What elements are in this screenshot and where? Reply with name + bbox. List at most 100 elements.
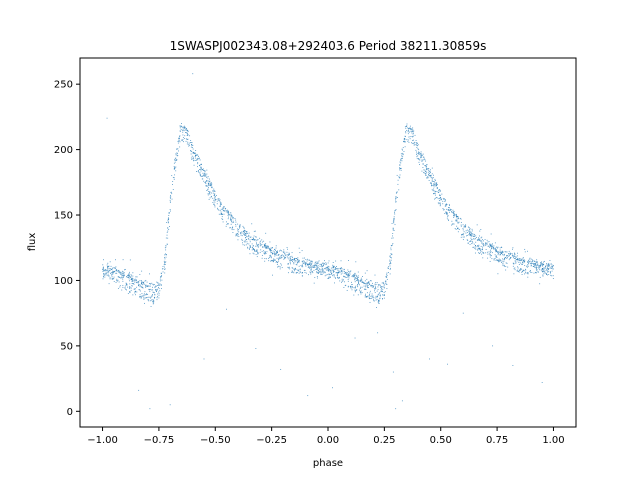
data-point — [424, 171, 426, 172]
data-point — [124, 269, 126, 271]
data-point — [452, 212, 454, 214]
x-tick-label: −0.25 — [256, 435, 287, 446]
data-point — [497, 254, 499, 256]
data-point — [259, 237, 261, 239]
data-point — [453, 210, 455, 212]
data-point — [501, 254, 503, 256]
data-point — [187, 134, 189, 136]
data-point — [431, 173, 433, 175]
data-point — [328, 266, 330, 268]
data-point — [304, 257, 305, 259]
data-point — [390, 249, 392, 251]
data-point — [176, 155, 178, 157]
data-point — [491, 255, 492, 257]
data-point — [366, 282, 368, 284]
data-point — [190, 150, 191, 152]
data-point — [232, 220, 234, 222]
data-point — [460, 221, 462, 223]
data-point — [310, 267, 312, 269]
data-point — [169, 226, 171, 227]
data-point — [397, 183, 399, 185]
data-point — [270, 260, 272, 262]
data-point — [418, 158, 420, 160]
data-point — [496, 251, 498, 253]
data-point — [330, 270, 332, 272]
data-point — [443, 209, 445, 211]
data-point — [509, 257, 511, 259]
data-point — [204, 172, 206, 174]
data-point — [132, 283, 134, 285]
x-tick-label: 0.50 — [430, 435, 452, 446]
data-point — [325, 264, 327, 266]
data-point — [499, 260, 501, 262]
data-point — [523, 260, 524, 262]
data-point — [179, 130, 181, 132]
data-point — [343, 272, 345, 274]
x-tick-label: −0.50 — [200, 435, 231, 446]
data-point — [111, 274, 113, 276]
data-point — [373, 296, 375, 298]
data-point — [352, 287, 354, 289]
data-point — [120, 273, 122, 275]
data-point — [429, 174, 431, 176]
data-point — [138, 284, 139, 286]
data-point — [317, 261, 319, 263]
data-point — [377, 289, 379, 291]
data-point — [528, 262, 530, 264]
data-point — [171, 198, 173, 200]
data-point — [470, 237, 472, 239]
data-point — [349, 275, 350, 277]
data-point — [298, 259, 300, 261]
data-point — [436, 184, 438, 186]
data-point — [446, 213, 448, 215]
data-point — [420, 151, 422, 153]
data-point — [479, 248, 481, 250]
data-point — [227, 212, 229, 214]
data-point — [366, 296, 368, 298]
data-point — [322, 265, 324, 267]
data-point — [388, 272, 389, 273]
data-point — [465, 225, 467, 227]
data-point — [405, 141, 406, 143]
data-point — [524, 248, 526, 250]
data-point — [259, 245, 261, 247]
data-point — [195, 150, 197, 151]
data-point — [432, 190, 434, 192]
data-point — [388, 266, 389, 268]
data-point — [288, 254, 290, 256]
data-point — [477, 239, 479, 240]
data-point — [368, 281, 369, 283]
data-point — [146, 281, 148, 283]
data-point — [329, 277, 331, 278]
data-point — [301, 266, 303, 268]
data-point — [219, 199, 221, 201]
data-point — [330, 267, 332, 269]
data-point — [201, 176, 203, 177]
data-point — [140, 296, 142, 298]
data-point — [230, 219, 231, 221]
data-point — [293, 263, 295, 265]
data-point — [479, 252, 481, 254]
data-point — [458, 228, 460, 230]
data-point — [521, 261, 523, 263]
data-point — [241, 232, 243, 234]
data-point — [159, 280, 161, 282]
data-point — [141, 286, 143, 288]
data-point — [458, 218, 460, 220]
data-point — [248, 243, 250, 245]
data-point — [395, 196, 397, 198]
data-point — [512, 255, 514, 257]
data-point — [154, 297, 155, 299]
data-point — [289, 268, 291, 270]
data-point — [522, 270, 523, 272]
data-point — [245, 237, 247, 238]
data-point — [382, 294, 384, 296]
data-point — [390, 253, 392, 255]
data-point — [390, 267, 391, 269]
data-point — [541, 270, 543, 272]
data-point — [428, 173, 430, 175]
data-point — [357, 279, 358, 281]
data-point — [128, 276, 130, 278]
data-point — [433, 193, 435, 195]
data-point — [404, 140, 405, 142]
